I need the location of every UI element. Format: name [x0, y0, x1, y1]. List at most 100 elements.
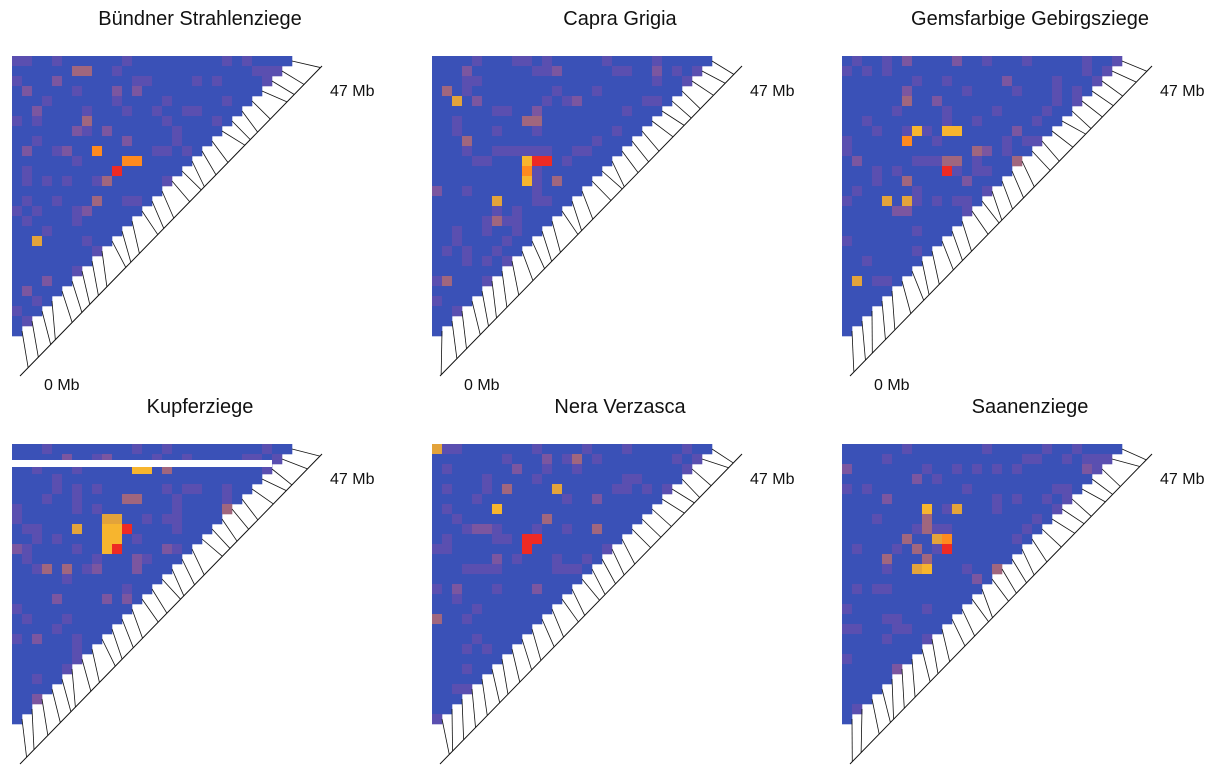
ld-cell — [862, 206, 872, 216]
ld-cell — [862, 624, 872, 634]
ld-cell — [62, 474, 72, 484]
ld-cell — [132, 156, 142, 166]
ld-cell — [692, 56, 702, 66]
ld-cell — [522, 454, 532, 464]
ld-cell — [952, 116, 962, 126]
ld-cell — [72, 136, 82, 146]
ld-cell — [612, 96, 622, 106]
ld-cell — [112, 614, 122, 624]
ld-cell — [502, 544, 512, 554]
snp-link-line — [1002, 181, 1013, 209]
ld-cell — [92, 494, 102, 504]
ld-cell — [662, 66, 672, 76]
ld-cell — [192, 494, 202, 504]
ld-cell — [452, 286, 462, 296]
ld-cell — [872, 186, 882, 196]
ld-cell — [922, 246, 932, 256]
ld-cell — [62, 554, 72, 564]
ld-cell — [492, 464, 502, 474]
ld-cell — [62, 444, 72, 454]
ld-cell — [902, 216, 912, 226]
ld-cell — [82, 514, 92, 524]
ld-cell — [902, 246, 912, 256]
ld-cell — [102, 106, 112, 116]
ld-cell — [1062, 474, 1072, 484]
ld-cell — [842, 156, 852, 166]
ld-cell — [62, 166, 72, 176]
ld-cell — [532, 186, 542, 196]
ld-cell — [612, 494, 622, 504]
ld-cell — [952, 186, 962, 196]
ld-cell — [702, 444, 712, 454]
snp-link-line — [1112, 71, 1136, 82]
ld-cell — [42, 286, 52, 296]
ld-cell — [252, 86, 262, 96]
ld-cell — [132, 484, 142, 494]
ld-cell — [552, 106, 562, 116]
ld-cell — [562, 534, 572, 544]
ld-cell — [512, 66, 522, 76]
ld-cell — [512, 474, 522, 484]
ld-cell — [642, 66, 652, 76]
ld-cell — [872, 684, 882, 694]
ld-cell — [912, 256, 922, 266]
ld-cell — [982, 514, 992, 524]
ld-cell — [62, 236, 72, 246]
ld-cell — [552, 464, 562, 474]
ld-cell — [882, 146, 892, 156]
ld-cell — [462, 256, 472, 266]
ld-cell — [32, 544, 42, 554]
ld-cell — [952, 554, 962, 564]
ld-cell — [32, 514, 42, 524]
ld-cell — [532, 524, 542, 534]
ld-cell — [12, 226, 22, 236]
ld-cell — [222, 494, 232, 504]
ld-cell — [22, 574, 32, 584]
ld-cell — [432, 644, 442, 654]
ld-cell — [482, 276, 492, 286]
ld-cell — [552, 554, 562, 564]
snp-link-line — [472, 689, 476, 728]
ld-cell — [522, 494, 532, 504]
ld-cell — [1012, 484, 1022, 494]
ld-cell — [862, 66, 872, 76]
ld-cell — [32, 574, 42, 584]
ld-cell — [922, 186, 932, 196]
ld-cell — [522, 474, 532, 484]
ld-cell — [1042, 494, 1052, 504]
snp-link-line — [1072, 111, 1091, 129]
ld-cell — [892, 206, 902, 216]
snp-link-line — [192, 549, 204, 575]
snp-link-line — [952, 619, 965, 646]
ld-cell — [502, 166, 512, 176]
ld-cell — [522, 594, 532, 604]
ld-cell — [862, 76, 872, 86]
ld-cell — [652, 484, 662, 494]
ld-cell — [442, 146, 452, 156]
ld-cell — [542, 514, 552, 524]
ld-cell — [992, 126, 1002, 136]
ld-cell — [512, 126, 522, 136]
ld-cell — [242, 474, 252, 484]
ld-cell — [552, 156, 562, 166]
ld-cell — [182, 474, 192, 484]
ld-cell — [62, 634, 72, 644]
ld-cell — [1032, 484, 1042, 494]
ld-cell — [42, 196, 52, 206]
ld-cell — [1002, 474, 1012, 484]
ld-cell — [442, 684, 452, 694]
ld-cell — [22, 704, 32, 714]
snp-link-line — [712, 61, 734, 74]
ld-cell — [442, 514, 452, 524]
ld-cell — [102, 444, 112, 454]
ld-cell — [192, 126, 202, 136]
ld-cell — [552, 196, 562, 206]
ld-cell — [522, 504, 532, 514]
ld-cell — [542, 166, 552, 176]
ld-cell — [662, 444, 672, 454]
ld-cell — [532, 86, 542, 96]
ld-cell — [552, 494, 562, 504]
ld-cell — [1042, 106, 1052, 116]
ld-cell — [892, 474, 902, 484]
